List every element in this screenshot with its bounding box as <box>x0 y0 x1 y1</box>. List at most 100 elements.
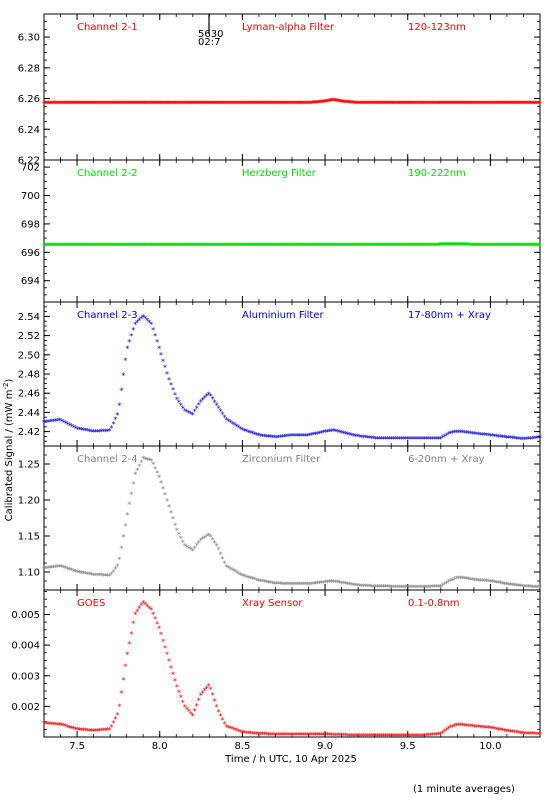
data-point: * <box>383 732 387 741</box>
data-point: * <box>381 583 385 592</box>
data-point: * <box>210 242 214 251</box>
data-point: * <box>504 581 508 590</box>
data-point: * <box>363 434 367 443</box>
data-point: * <box>177 242 181 251</box>
data-point: * <box>536 584 540 593</box>
data-point: * <box>54 563 58 572</box>
data-point: * <box>334 731 338 740</box>
data-point: * <box>189 410 193 419</box>
data-point: * <box>127 100 131 109</box>
data-point: * <box>407 584 411 593</box>
data-point: * <box>106 242 110 251</box>
data-point: * <box>297 100 301 109</box>
y-axis-label-main: Calibrated Signal / (mW m <box>4 390 15 522</box>
data-point: * <box>306 100 310 109</box>
data-point: * <box>500 580 504 589</box>
data-point: * <box>342 242 346 251</box>
data-point: * <box>417 584 421 593</box>
data-point: * <box>346 580 350 589</box>
data-point: * <box>437 435 441 444</box>
data-point: * <box>73 242 77 251</box>
data-point: * <box>291 100 295 109</box>
data-point: * <box>216 100 220 109</box>
data-point: * <box>141 455 145 464</box>
data-point: * <box>267 100 271 109</box>
data-point: * <box>343 242 347 251</box>
data-point: * <box>222 100 226 109</box>
data-point: * <box>60 417 64 426</box>
data-point: * <box>312 731 316 740</box>
data-point: * <box>50 564 54 573</box>
data-point: * <box>53 242 57 251</box>
data-point: * <box>518 242 522 251</box>
data-point: * <box>149 100 153 109</box>
data-point: * <box>78 242 82 251</box>
data-point: * <box>454 100 458 109</box>
data-point: * <box>381 435 385 444</box>
data-point: * <box>327 97 331 106</box>
data-point: * <box>298 432 302 441</box>
data-point: * <box>271 242 275 251</box>
data-point: * <box>184 100 188 109</box>
data-point: * <box>308 731 312 740</box>
data-point: * <box>453 429 457 438</box>
data-point: * <box>334 428 338 437</box>
data-point: * <box>429 100 433 109</box>
data-point: * <box>92 100 96 109</box>
data-point: * <box>342 430 346 439</box>
data-point: * <box>438 241 442 250</box>
data-point: * <box>283 242 287 251</box>
data-point: * <box>334 97 338 106</box>
data-point: * <box>261 242 265 251</box>
data-point: * <box>167 503 171 512</box>
data-point: * <box>199 242 203 251</box>
data-point: * <box>223 100 227 109</box>
data-point: * <box>409 242 413 251</box>
data-point: * <box>248 730 252 739</box>
data-point: * <box>117 556 121 565</box>
data-point: * <box>341 242 345 251</box>
y-tick-label: 698 <box>21 219 40 230</box>
data-point: * <box>100 572 104 581</box>
data-point: * <box>182 242 186 251</box>
data-point: * <box>175 395 179 404</box>
data-point: * <box>217 405 221 414</box>
data-point: * <box>536 242 540 251</box>
data-point: * <box>262 100 266 109</box>
data-point: * <box>268 579 272 588</box>
data-point: * <box>384 242 388 251</box>
data-point: * <box>531 100 535 109</box>
data-point: * <box>212 242 216 251</box>
data-point: * <box>165 370 169 379</box>
data-point: * <box>520 100 524 109</box>
data-point: * <box>532 100 536 109</box>
data-point: * <box>326 731 330 740</box>
data-point: * <box>344 732 348 741</box>
data-point: * <box>276 434 280 443</box>
data-point: * <box>201 535 205 544</box>
data-point: * <box>471 430 475 439</box>
data-point: * <box>147 604 151 613</box>
data-point: * <box>84 570 88 579</box>
data-point: * <box>186 100 190 109</box>
data-point: * <box>306 432 310 441</box>
data-point: * <box>66 242 70 251</box>
event-marker: 5630 02:7 <box>198 14 223 48</box>
data-point: * <box>256 100 260 109</box>
data-point: * <box>126 242 130 251</box>
data-point: * <box>372 242 376 251</box>
data-point: * <box>338 242 342 251</box>
data-point: * <box>88 242 92 251</box>
data-point: * <box>399 100 403 109</box>
data-point: * <box>524 730 528 739</box>
data-point: * <box>400 242 404 251</box>
data-point: * <box>369 434 373 443</box>
data-point: * <box>414 100 418 109</box>
data-point: * <box>223 242 227 251</box>
data-point: * <box>510 728 514 737</box>
data-point: * <box>496 726 500 735</box>
data-point: * <box>173 677 177 686</box>
data-point: * <box>427 100 431 109</box>
data-point: * <box>203 687 207 696</box>
data-point: * <box>103 100 107 109</box>
